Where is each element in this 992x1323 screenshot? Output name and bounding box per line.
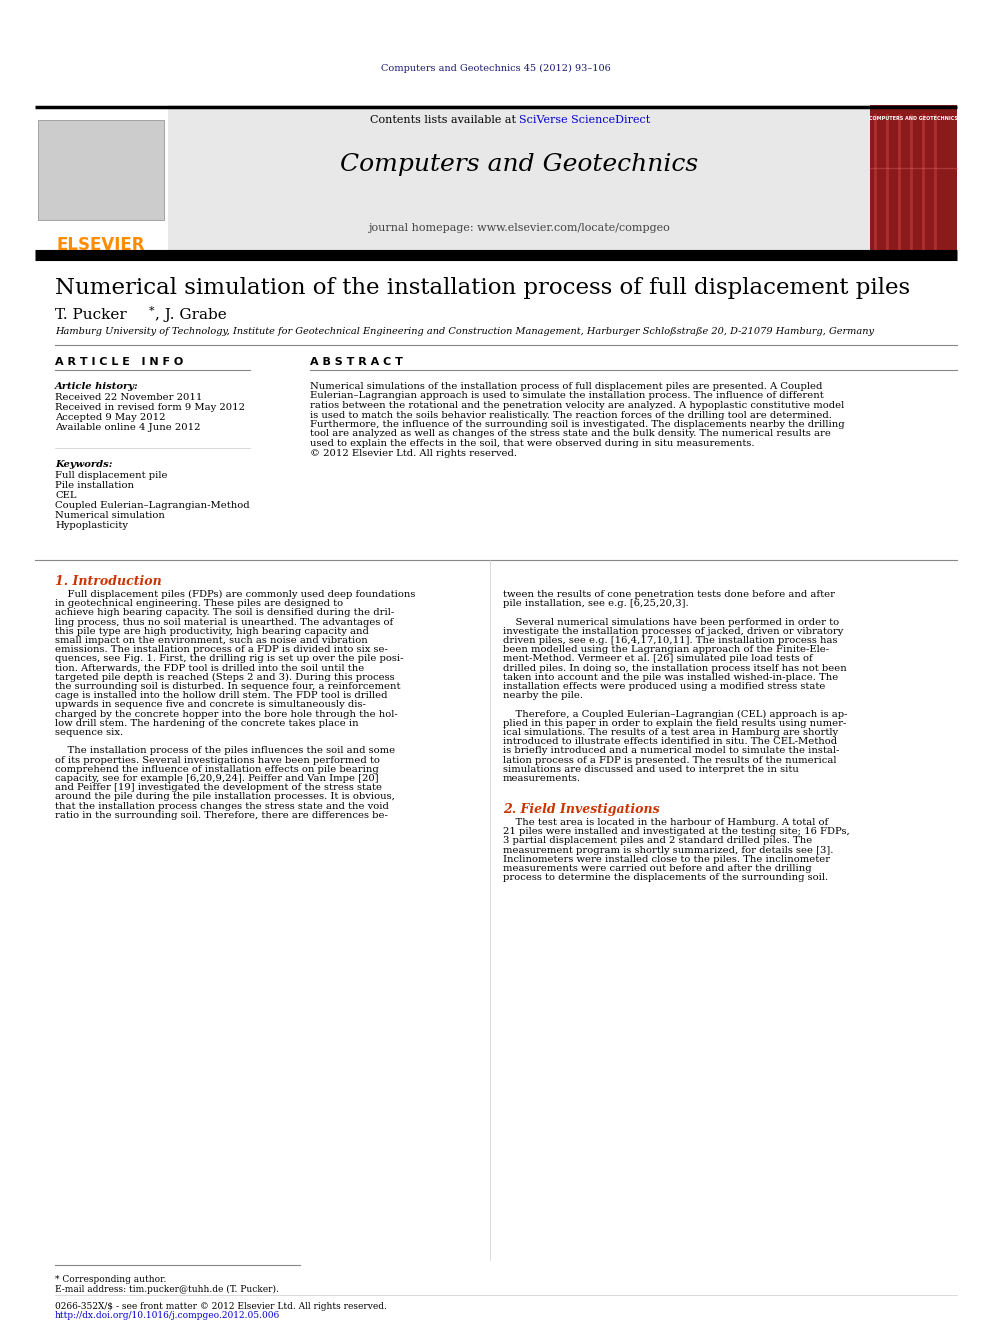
Text: cage is installed into the hollow drill stem. The FDP tool is drilled: cage is installed into the hollow drill … <box>55 691 388 700</box>
Text: COMPUTERS AND GEOTECHNICS: COMPUTERS AND GEOTECHNICS <box>869 115 957 120</box>
Bar <box>870 105 957 253</box>
Text: nearby the pile.: nearby the pile. <box>503 691 583 700</box>
Text: is used to match the soils behavior realistically. The reaction forces of the dr: is used to match the soils behavior real… <box>310 410 832 419</box>
Bar <box>38 120 164 220</box>
Text: ratio in the surrounding soil. Therefore, there are differences be-: ratio in the surrounding soil. Therefore… <box>55 811 388 820</box>
Text: pile installation, see e.g. [6,25,20,3].: pile installation, see e.g. [6,25,20,3]. <box>503 599 688 609</box>
Text: in geotechnical engineering. These piles are designed to: in geotechnical engineering. These piles… <box>55 599 343 609</box>
Text: A R T I C L E   I N F O: A R T I C L E I N F O <box>55 357 184 366</box>
Text: ical simulations. The results of a test area in Hamburg are shortly: ical simulations. The results of a test … <box>503 728 838 737</box>
Text: journal homepage: www.elsevier.com/locate/compgeo: journal homepage: www.elsevier.com/locat… <box>368 224 670 233</box>
Text: is briefly introduced and a numerical model to simulate the instal-: is briefly introduced and a numerical mo… <box>503 746 839 755</box>
Text: the surrounding soil is disturbed. In sequence four, a reinforcement: the surrounding soil is disturbed. In se… <box>55 681 401 691</box>
Text: tool are analyzed as well as changes of the stress state and the bulk density. T: tool are analyzed as well as changes of … <box>310 430 831 438</box>
Text: 2. Field Investigations: 2. Field Investigations <box>503 803 660 816</box>
Text: Full displacement piles (FDPs) are commonly used deep foundations: Full displacement piles (FDPs) are commo… <box>55 590 416 599</box>
Text: tion. Afterwards, the FDP tool is drilled into the soil until the: tion. Afterwards, the FDP tool is drille… <box>55 664 364 672</box>
Text: Pile installation: Pile installation <box>55 482 134 490</box>
Text: been modelled using the Lagrangian approach of the Finite-Ele-: been modelled using the Lagrangian appro… <box>503 646 829 654</box>
Bar <box>35 105 168 253</box>
Text: Numerical simulation: Numerical simulation <box>55 511 165 520</box>
Text: Numerical simulation of the installation process of full displacement piles: Numerical simulation of the installation… <box>55 277 910 299</box>
Text: comprehend the influence of installation effects on pile bearing: comprehend the influence of installation… <box>55 765 379 774</box>
Text: measurements.: measurements. <box>503 774 581 783</box>
Text: ELSEVIER: ELSEVIER <box>57 235 145 254</box>
Text: tween the results of cone penetration tests done before and after: tween the results of cone penetration te… <box>503 590 835 599</box>
Text: Contents lists available at: Contents lists available at <box>369 115 519 124</box>
Text: and Peiffer [19] investigated the development of the stress state: and Peiffer [19] investigated the develo… <box>55 783 382 792</box>
Text: E-mail address: tim.pucker@tuhh.de (T. Pucker).: E-mail address: tim.pucker@tuhh.de (T. P… <box>55 1285 279 1294</box>
Text: Furthermore, the influence of the surrounding soil is investigated. The displace: Furthermore, the influence of the surrou… <box>310 419 844 429</box>
Text: introduced to illustrate effects identified in situ. The CEL-Method: introduced to illustrate effects identif… <box>503 737 837 746</box>
Text: SciVerse ScienceDirect: SciVerse ScienceDirect <box>519 115 650 124</box>
Text: © 2012 Elsevier Ltd. All rights reserved.: © 2012 Elsevier Ltd. All rights reserved… <box>310 448 517 458</box>
Text: Numerical simulations of the installation process of full displacement piles are: Numerical simulations of the installatio… <box>310 382 822 392</box>
Text: small impact on the environment, such as noise and vibration: small impact on the environment, such as… <box>55 636 368 646</box>
Text: charged by the concrete hopper into the bore hole through the hol-: charged by the concrete hopper into the … <box>55 709 398 718</box>
Text: Accepted 9 May 2012: Accepted 9 May 2012 <box>55 413 166 422</box>
Text: installation effects were produced using a modified stress state: installation effects were produced using… <box>503 681 825 691</box>
Text: targeted pile depth is reached (Steps 2 and 3). During this process: targeted pile depth is reached (Steps 2 … <box>55 673 395 681</box>
Text: , J. Grabe: , J. Grabe <box>155 308 227 321</box>
Text: taken into account and the pile was installed wished-in-place. The: taken into account and the pile was inst… <box>503 673 838 681</box>
Text: simulations are discussed and used to interpret the in situ: simulations are discussed and used to in… <box>503 765 799 774</box>
Text: Coupled Eulerian–Lagrangian-Method: Coupled Eulerian–Lagrangian-Method <box>55 501 250 509</box>
Text: ratios between the rotational and the penetration velocity are analyzed. A hypop: ratios between the rotational and the pe… <box>310 401 844 410</box>
Text: CEL: CEL <box>55 491 76 500</box>
Text: sequence six.: sequence six. <box>55 728 123 737</box>
Text: 21 piles were installed and investigated at the testing site; 16 FDPs,: 21 piles were installed and investigated… <box>503 827 850 836</box>
Text: The installation process of the piles influences the soil and some: The installation process of the piles in… <box>55 746 395 755</box>
Text: used to explain the effects in the soil, that were observed during in situ measu: used to explain the effects in the soil,… <box>310 439 755 448</box>
Text: investigate the installation processes of jacked, driven or vibratory: investigate the installation processes o… <box>503 627 843 636</box>
Text: *: * <box>149 306 155 316</box>
Text: * Corresponding author.: * Corresponding author. <box>55 1275 167 1285</box>
Text: that the installation process changes the stress state and the void: that the installation process changes th… <box>55 802 389 811</box>
Text: Therefore, a Coupled Eulerian–Lagrangian (CEL) approach is ap-: Therefore, a Coupled Eulerian–Lagrangian… <box>503 709 847 718</box>
Text: drilled piles. In doing so, the installation process itself has not been: drilled piles. In doing so, the installa… <box>503 664 847 672</box>
Text: 0266-352X/$ - see front matter © 2012 Elsevier Ltd. All rights reserved.: 0266-352X/$ - see front matter © 2012 El… <box>55 1302 387 1311</box>
Text: around the pile during the pile installation processes. It is obvious,: around the pile during the pile installa… <box>55 792 395 802</box>
Text: low drill stem. The hardening of the concrete takes place in: low drill stem. The hardening of the con… <box>55 718 359 728</box>
Text: http://dx.doi.org/10.1016/j.compgeo.2012.05.006: http://dx.doi.org/10.1016/j.compgeo.2012… <box>55 1311 281 1320</box>
Text: Keywords:: Keywords: <box>55 460 112 468</box>
Text: upwards in sequence five and concrete is simultaneously dis-: upwards in sequence five and concrete is… <box>55 700 366 709</box>
Text: Computers and Geotechnics: Computers and Geotechnics <box>340 153 698 176</box>
Text: lation process of a FDP is presented. The results of the numerical: lation process of a FDP is presented. Th… <box>503 755 836 765</box>
Text: T. Pucker: T. Pucker <box>55 308 132 321</box>
Text: ment-Method. Vermeer et al. [26] simulated pile load tests of: ment-Method. Vermeer et al. [26] simulat… <box>503 655 812 663</box>
Bar <box>168 105 870 253</box>
Text: Hypoplasticity: Hypoplasticity <box>55 521 128 531</box>
Text: driven piles, see e.g. [16,4,17,10,11]. The installation process has: driven piles, see e.g. [16,4,17,10,11]. … <box>503 636 837 646</box>
Text: this pile type are high productivity, high bearing capacity and: this pile type are high productivity, hi… <box>55 627 369 636</box>
Text: The test area is located in the harbour of Hamburg. A total of: The test area is located in the harbour … <box>503 818 828 827</box>
Text: 1. Introduction: 1. Introduction <box>55 576 162 587</box>
Text: Several numerical simulations have been performed in order to: Several numerical simulations have been … <box>503 618 839 627</box>
Text: Hamburg University of Technology, Institute for Geotechnical Engineering and Con: Hamburg University of Technology, Instit… <box>55 328 874 336</box>
Text: ling process, thus no soil material is unearthed. The advantages of: ling process, thus no soil material is u… <box>55 618 393 627</box>
Text: of its properties. Several investigations have been performed to: of its properties. Several investigation… <box>55 755 380 765</box>
Text: Received 22 November 2011: Received 22 November 2011 <box>55 393 202 402</box>
Text: measurements were carried out before and after the drilling: measurements were carried out before and… <box>503 864 811 873</box>
Text: Available online 4 June 2012: Available online 4 June 2012 <box>55 423 200 433</box>
Text: plied in this paper in order to explain the field results using numer-: plied in this paper in order to explain … <box>503 718 846 728</box>
Text: capacity, see for example [6,20,9,24]. Peiffer and Van Impe [20]: capacity, see for example [6,20,9,24]. P… <box>55 774 379 783</box>
Text: quences, see Fig. 1. First, the drilling rig is set up over the pile posi-: quences, see Fig. 1. First, the drilling… <box>55 655 404 663</box>
Text: Inclinometers were installed close to the piles. The inclinometer: Inclinometers were installed close to th… <box>503 855 830 864</box>
Text: Article history:: Article history: <box>55 382 139 392</box>
Text: achieve high bearing capacity. The soil is densified during the dril-: achieve high bearing capacity. The soil … <box>55 609 394 618</box>
Text: process to determine the displacements of the surrounding soil.: process to determine the displacements o… <box>503 873 828 882</box>
Text: Received in revised form 9 May 2012: Received in revised form 9 May 2012 <box>55 404 245 411</box>
Text: Full displacement pile: Full displacement pile <box>55 471 168 480</box>
Text: Computers and Geotechnics 45 (2012) 93–106: Computers and Geotechnics 45 (2012) 93–1… <box>381 64 611 73</box>
Text: emissions. The installation process of a FDP is divided into six se-: emissions. The installation process of a… <box>55 646 388 654</box>
Text: 3 partial displacement piles and 2 standard drilled piles. The: 3 partial displacement piles and 2 stand… <box>503 836 812 845</box>
Text: Eulerian–Lagrangian approach is used to simulate the installation process. The i: Eulerian–Lagrangian approach is used to … <box>310 392 823 401</box>
Text: A B S T R A C T: A B S T R A C T <box>310 357 403 366</box>
Text: measurement program is shortly summarized, for details see [3].: measurement program is shortly summarize… <box>503 845 833 855</box>
